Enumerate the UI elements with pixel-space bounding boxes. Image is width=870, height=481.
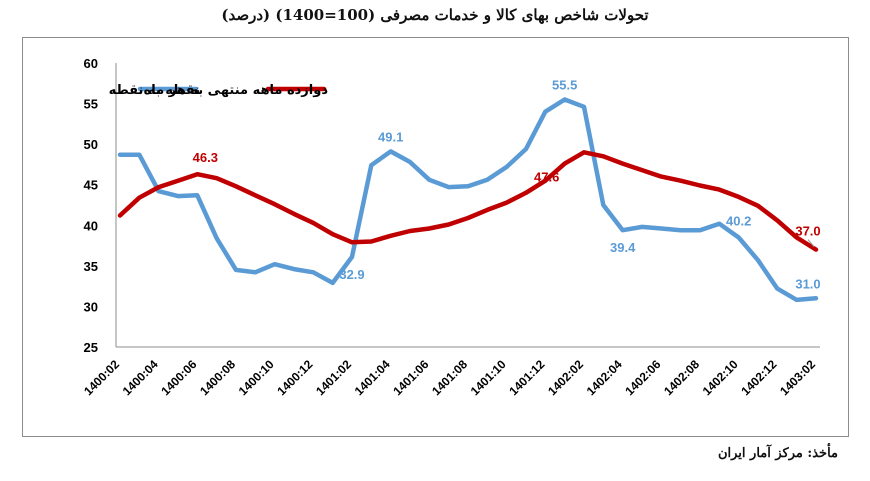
x-tick-label: 1402:08 [661,357,702,398]
y-tick-label: 50 [84,137,98,152]
x-tick-label: 1401:06 [390,357,431,398]
x-tick-label: 1401:12 [506,357,547,398]
x-tick-label: 1402:02 [545,357,586,398]
y-tick-label: 40 [84,218,98,233]
x-tick-label: 1401:02 [313,357,354,398]
x-tick-label: 1401:08 [429,357,470,398]
x-tick-label: 1402:12 [738,357,779,398]
x-tick-label: 1402:04 [584,357,625,398]
data-label: 55.5 [552,78,577,93]
data-label: 49.1 [378,129,403,144]
data-label: 47.6 [534,170,559,185]
data-label: 39.4 [610,240,636,255]
y-tick-label: 35 [84,259,98,274]
series-lines [117,97,819,303]
x-tick-label: 1400:04 [120,357,161,398]
chart-title: تحولات شاخص بهای کالا و خدمات مصرفی (100… [221,6,649,24]
y-tick-label: 60 [84,56,98,71]
x-tick-label: 1400:08 [197,357,238,398]
point-to-point-line [117,97,819,303]
data-label-leader [807,239,815,247]
x-tick-label: 1402:06 [622,357,663,398]
y-axis: 25 30 35 40 45 50 55 60 [84,56,820,355]
x-tick-label: 1403:02 [777,357,818,398]
legend-label: دوازده ماهه منتهی به هر ماه [144,83,329,98]
y-tick-label: 45 [84,178,98,193]
legend-label: نقطه به نقطه [109,83,200,98]
data-label: 31.0 [795,276,820,291]
x-tick-label: 1401:10 [468,357,509,398]
data-label: 40.2 [726,213,751,228]
x-axis: 1400:021400:041400:061400:081400:101400:… [81,357,818,398]
x-tick-label: 1401:04 [352,357,393,398]
y-tick-label: 55 [84,97,98,112]
data-label: 37.0 [795,224,820,239]
twelve-month-line [117,150,819,252]
x-tick-label: 1400:10 [236,357,277,398]
source-note: مأخذ: مرکز آمار ایران [717,446,838,461]
chart-frame [22,37,849,437]
y-tick-label: 30 [84,299,98,314]
data-labels: 32.9 49.1 55.5 39.4 40.2 31.0 46.3 47.6 37.0 [193,78,821,292]
x-tick-label: 1400:06 [158,357,199,398]
x-tick-label: 1402:10 [700,357,741,398]
x-tick-label: 1400:02 [81,357,122,398]
y-tick-label: 25 [84,340,98,355]
x-tick-label: 1400:12 [274,357,315,398]
data-label: 46.3 [193,150,218,165]
data-label: 32.9 [339,267,364,282]
